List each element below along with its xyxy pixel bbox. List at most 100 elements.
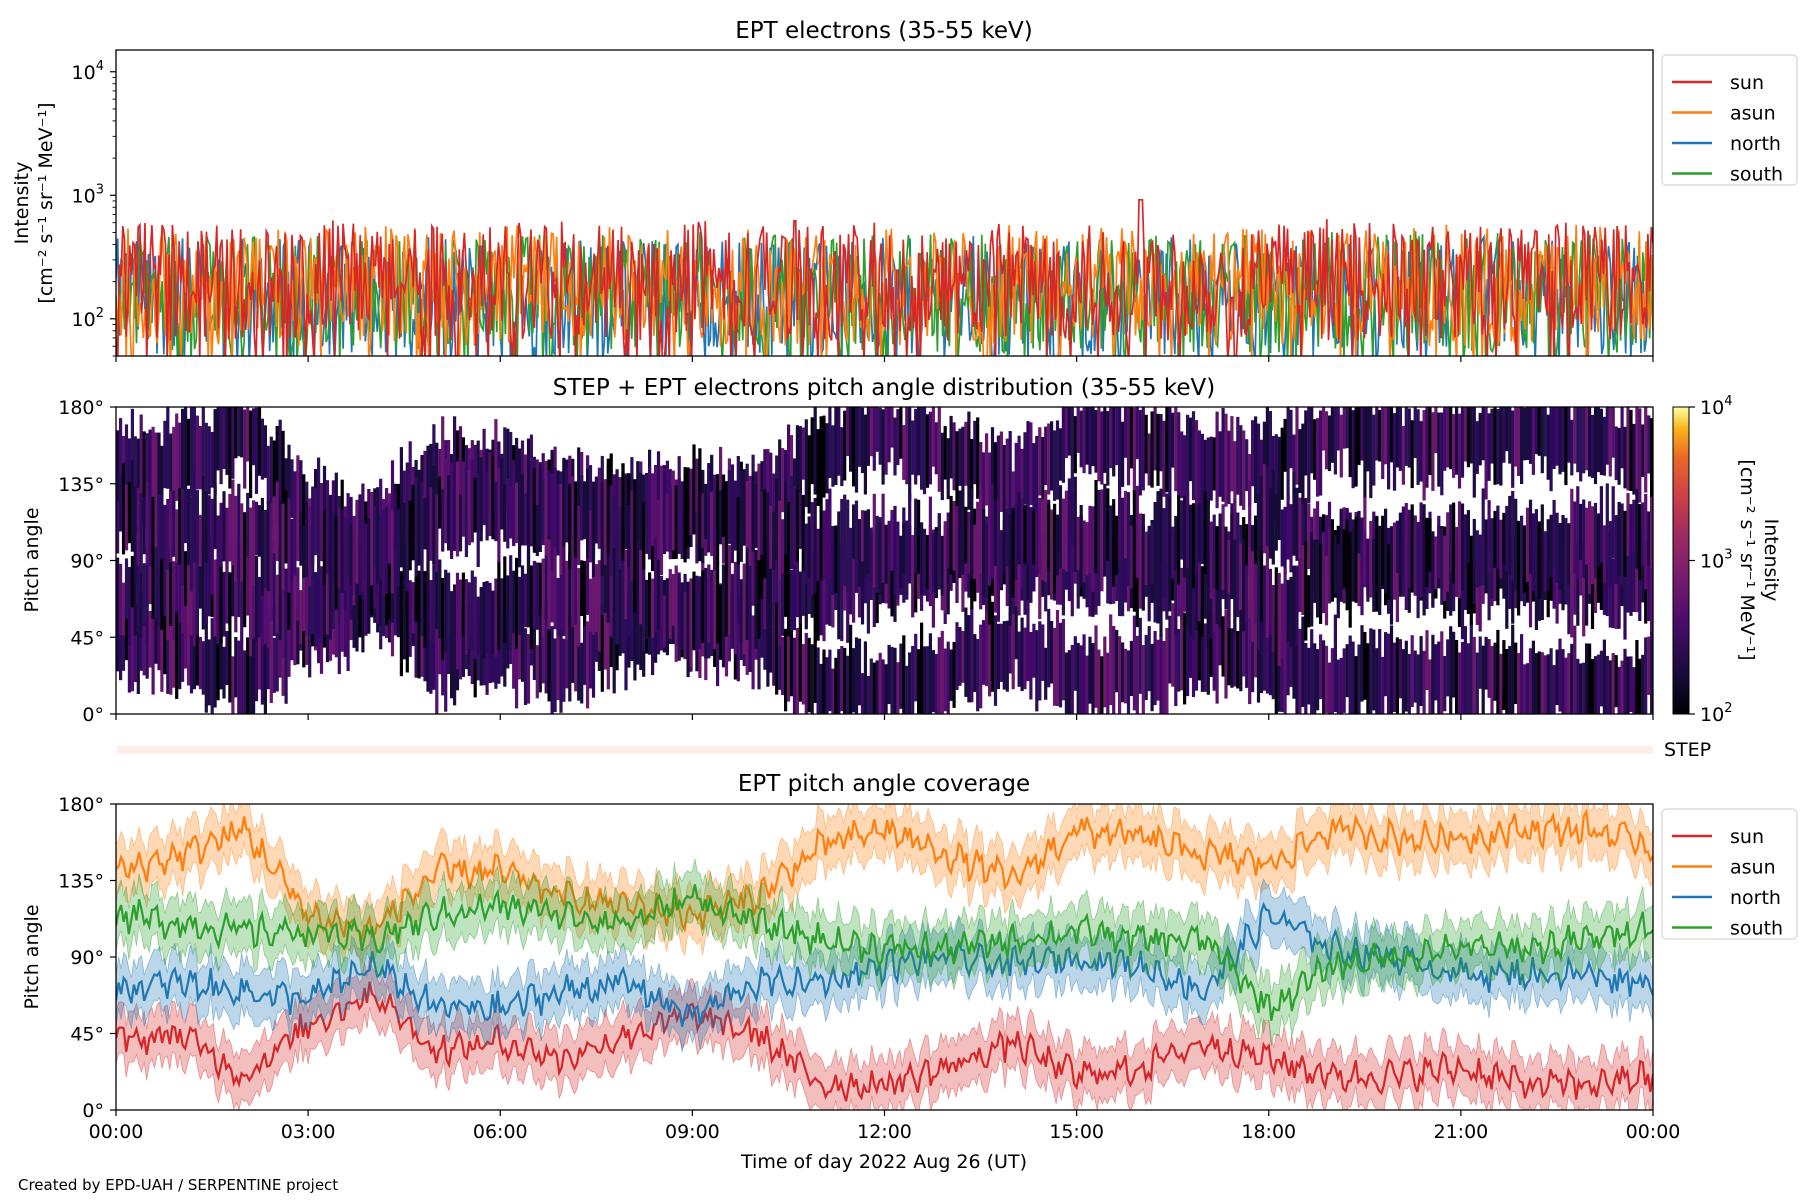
heatmap-cell — [252, 408, 256, 466]
heatmap-cell — [721, 474, 726, 537]
heatmap-cell — [1375, 648, 1379, 714]
heatmap-cell — [373, 506, 377, 566]
heatmap-cell — [787, 567, 791, 637]
heatmap-cell — [973, 420, 977, 485]
heatmap-cell — [1381, 656, 1385, 714]
heatmap-cell — [1153, 407, 1157, 471]
heatmap-cell — [408, 582, 412, 636]
heatmap-cell — [813, 550, 817, 644]
heatmap-cell — [1132, 490, 1136, 571]
heatmap-cell — [441, 416, 445, 506]
heatmap-cell — [204, 616, 208, 713]
heatmap-cell — [1239, 543, 1243, 611]
heatmap-cell — [1582, 546, 1586, 637]
heatmap-cell — [420, 540, 424, 637]
heatmap-cell — [1209, 613, 1213, 677]
heatmap-cell — [1576, 486, 1580, 580]
heatmap-cell — [1212, 622, 1216, 691]
heatmap-cell — [869, 407, 873, 457]
panel1-x-axis — [115, 356, 1654, 362]
heatmap-cell — [1387, 544, 1391, 600]
heatmap-cell — [562, 540, 566, 637]
heatmap-cell — [263, 509, 267, 589]
heatmap-cell — [1585, 407, 1589, 471]
heatmap-cell — [1156, 413, 1160, 486]
heatmap-cell — [846, 545, 850, 643]
heatmap-cell — [139, 493, 143, 574]
heatmap-cell — [1588, 407, 1592, 477]
heatmap-cell — [195, 543, 199, 636]
heatmap-cell — [1484, 407, 1488, 500]
heatmap-cell — [1336, 659, 1340, 714]
heatmap-cell — [423, 450, 427, 520]
heatmap-cell — [914, 408, 918, 485]
heatmap-cell — [322, 556, 327, 638]
heatmap-cell — [1428, 407, 1432, 476]
heatmap-cell — [955, 505, 959, 602]
heatmap-cell — [961, 426, 965, 517]
heatmap-cell — [172, 490, 176, 557]
heatmap-cell — [1307, 575, 1311, 628]
heatmap-cell — [1632, 499, 1636, 554]
heatmap-cell — [990, 427, 995, 499]
heatmap-cell — [1324, 556, 1329, 626]
panel1-y-label-line1: Intensity — [11, 162, 33, 245]
heatmap-cell — [1212, 514, 1216, 589]
heatmap-cell — [822, 649, 826, 714]
heatmap-cell — [470, 570, 474, 651]
heatmap-cell — [219, 564, 223, 644]
heatmap-cell — [1144, 634, 1148, 701]
heatmap-cell — [216, 556, 220, 644]
heatmap-cell — [1475, 530, 1479, 588]
heatmap-cell — [1295, 487, 1299, 561]
heatmap-cell — [940, 432, 944, 501]
heatmap-cell — [846, 499, 850, 592]
heatmap-cell — [1478, 412, 1482, 466]
heatmap-cell — [1401, 649, 1405, 714]
heatmap-cell — [399, 594, 403, 677]
heatmap-cell — [1310, 532, 1314, 627]
heatmap-cell — [1103, 407, 1107, 473]
heatmap-cell — [1590, 414, 1595, 478]
heatmap-cell — [857, 638, 862, 706]
heatmap-cell — [500, 578, 504, 676]
heatmap-cell — [1363, 530, 1367, 588]
heatmap-cell — [1177, 412, 1181, 499]
heatmap-cell — [287, 444, 291, 515]
heatmap-cell — [249, 410, 253, 499]
heatmap-cell — [1280, 509, 1284, 567]
heatmap-cell — [541, 558, 545, 638]
heatmap-cell — [408, 441, 412, 532]
heatmap-cell — [148, 546, 152, 605]
heatmap-cell — [662, 465, 666, 555]
heatmap-cell — [1401, 426, 1405, 485]
heatmap-cell — [1218, 607, 1222, 666]
heatmap-cell — [763, 489, 767, 579]
heatmap-cell — [124, 608, 129, 661]
heatmap-cell — [1064, 490, 1068, 572]
heatmap-cell — [1366, 407, 1370, 472]
heatmap-cell — [287, 498, 291, 593]
heatmap-cell — [373, 543, 377, 609]
heatmap-cell — [467, 582, 471, 649]
legend-label-south: south — [1730, 918, 1783, 940]
heatmap-cell — [1596, 513, 1600, 567]
heatmap-cell — [1186, 414, 1190, 508]
heatmap-cell — [482, 428, 486, 502]
panel1-title: EPT electrons (35-55 keV) — [735, 18, 1032, 44]
panel2-title: STEP + EPT electrons pitch angle distrib… — [553, 375, 1215, 401]
heatmap-cell — [1425, 517, 1429, 587]
heatmap-cell — [1109, 614, 1113, 706]
heatmap-cell — [317, 511, 321, 579]
heatmap-cell — [1357, 553, 1361, 607]
heatmap-cell — [266, 445, 270, 504]
heatmap-cell — [568, 618, 572, 702]
heatmap-cell — [745, 541, 749, 640]
heatmap-cell — [1268, 628, 1272, 696]
heatmap-cell — [299, 590, 303, 644]
heatmap-cell — [922, 407, 927, 495]
heatmap-cell — [1298, 429, 1302, 493]
heatmap-cell — [1590, 506, 1595, 585]
heatmap-cell — [234, 539, 238, 633]
heatmap-cell — [946, 438, 950, 500]
